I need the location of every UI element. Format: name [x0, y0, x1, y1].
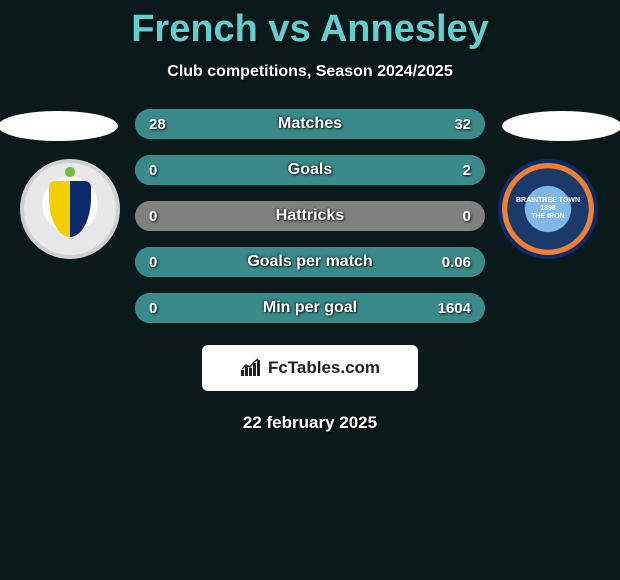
stat-row: 01604Min per goal: [135, 293, 485, 323]
crest-text-year: 1898: [516, 205, 580, 213]
stat-label: Goals per match: [135, 247, 485, 277]
brand-box: FcTables.com: [202, 345, 418, 391]
player-ellipse-left: [0, 111, 118, 141]
shield-icon: [49, 181, 91, 237]
stat-label: Min per goal: [135, 293, 485, 323]
crest-text-top: BRAINTREE TOWN: [516, 197, 580, 205]
stat-row: 2832Matches: [135, 109, 485, 139]
stat-row: 00.06Goals per match: [135, 247, 485, 277]
team-crest-left: [20, 159, 120, 259]
crest-text-bottom: THE IRON: [516, 213, 580, 221]
brand-text: FcTables.com: [268, 358, 380, 378]
stat-label: Matches: [135, 109, 485, 139]
stat-label: Hattricks: [135, 201, 485, 231]
page-title: French vs Annesley: [0, 8, 620, 51]
bar-chart-icon: [240, 358, 262, 378]
subtitle: Club competitions, Season 2024/2025: [0, 63, 620, 81]
crest-right-text: BRAINTREE TOWN 1898 THE IRON: [516, 197, 580, 220]
stat-row: 00Hattricks: [135, 201, 485, 231]
stat-label: Goals: [135, 155, 485, 185]
comparison-card: French vs Annesley Club competitions, Se…: [0, 0, 620, 433]
stats-area: BRAINTREE TOWN 1898 THE IRON 2832Matches…: [0, 109, 620, 339]
team-crest-right: BRAINTREE TOWN 1898 THE IRON: [498, 159, 598, 259]
stat-row: 02Goals: [135, 155, 485, 185]
player-ellipse-right: [502, 111, 620, 141]
stat-bars: 2832Matches 02Goals 00Hattricks 00.06Goals …: [135, 109, 485, 339]
date-label: 22 february 2025: [0, 413, 620, 433]
